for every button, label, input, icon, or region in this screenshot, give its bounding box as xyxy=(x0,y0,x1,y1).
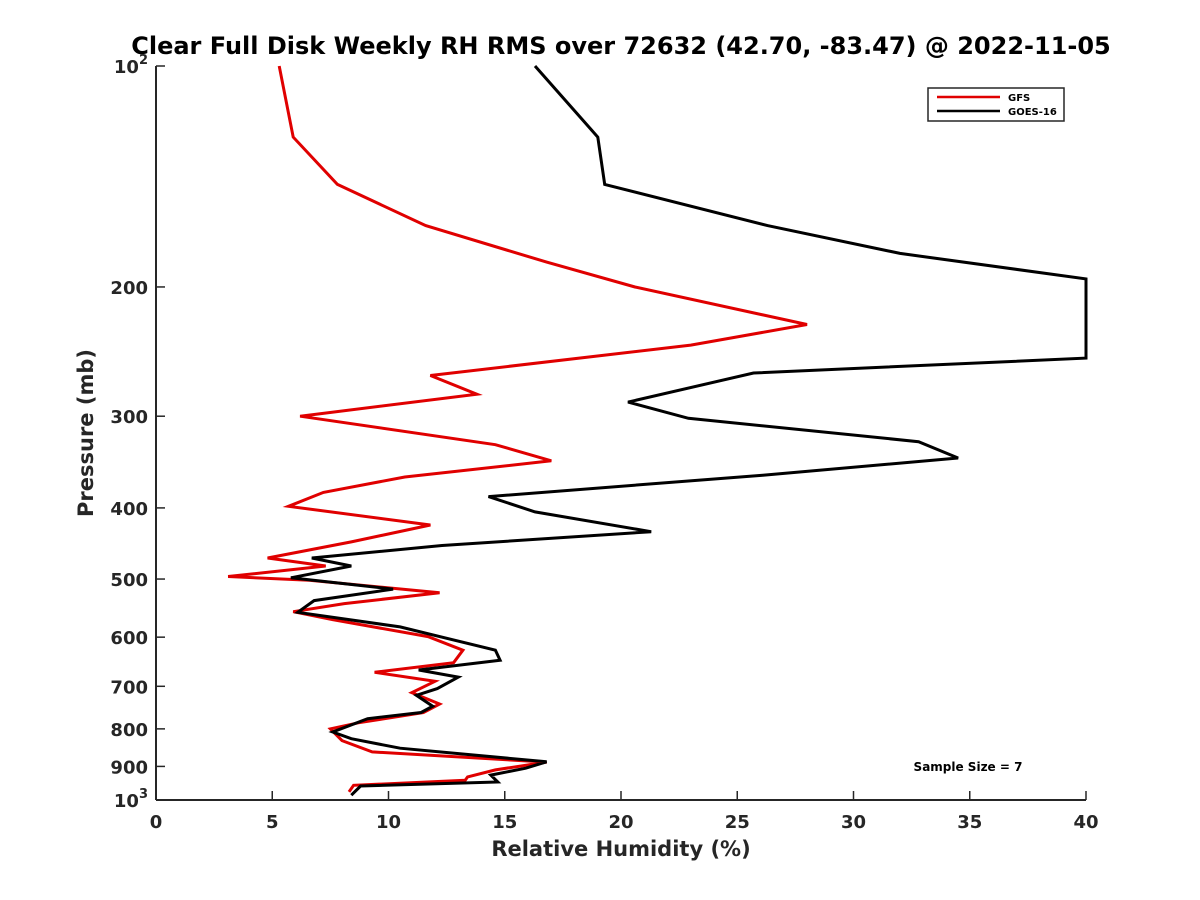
sample-size-annotation: Sample Size = 7 xyxy=(914,760,1023,774)
x-tick-label: 30 xyxy=(841,812,866,833)
chart-title: Clear Full Disk Weekly RH RMS over 72632… xyxy=(131,32,1111,60)
y-axis-label: Pressure (mb) xyxy=(74,349,98,517)
y-tick-label: 300 xyxy=(110,407,148,428)
y-tick-label: 103 xyxy=(114,787,148,812)
y-tick-label: 500 xyxy=(110,570,148,591)
y-tick-label: 400 xyxy=(110,499,148,520)
x-tick-label: 40 xyxy=(1073,812,1098,833)
x-tick-label: 0 xyxy=(150,812,163,833)
y-tick-label: 900 xyxy=(110,757,148,778)
x-tick-label: 10 xyxy=(376,812,401,833)
x-ticks: 0 5 10 15 20 25 30 35 40 xyxy=(150,791,1099,833)
x-tick-label: 15 xyxy=(492,812,517,833)
y-ticks: 102 200 300 400 500 600 700 800 900 103 xyxy=(110,53,165,812)
legend-label-gfs: GFS xyxy=(1008,93,1030,104)
plot-area xyxy=(227,65,1088,797)
x-tick-label: 5 xyxy=(266,812,279,833)
series-line-gfs xyxy=(227,65,808,793)
x-axis-label: Relative Humidity (%) xyxy=(491,837,750,861)
y-tick-label: 600 xyxy=(110,628,148,649)
x-tick-label: 35 xyxy=(957,812,982,833)
legend: GFS GOES-16 xyxy=(927,87,1065,122)
legend-box xyxy=(927,87,1065,122)
x-tick-label: 25 xyxy=(725,812,750,833)
x-tick-label: 20 xyxy=(608,812,633,833)
y-tick-label: 800 xyxy=(110,720,148,741)
y-tick-label: 700 xyxy=(110,677,148,698)
y-tick-label: 102 xyxy=(114,53,148,78)
legend-label-goes16: GOES-16 xyxy=(1008,107,1057,118)
axes xyxy=(155,66,1086,801)
y-tick-label: 200 xyxy=(110,278,148,299)
series-line-goes16 xyxy=(290,65,1088,797)
